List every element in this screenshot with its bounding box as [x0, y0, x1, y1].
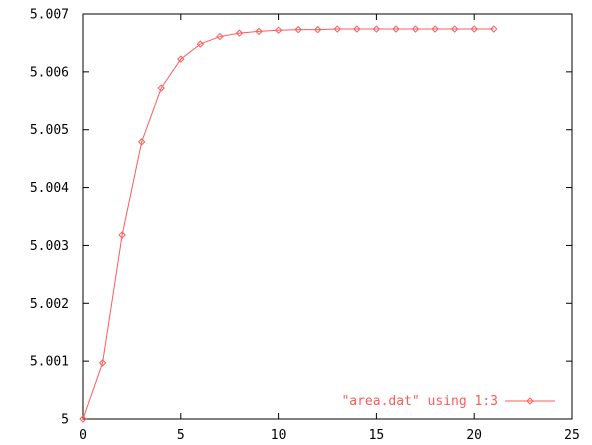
y-tick-label: 5.007 — [30, 8, 69, 23]
x-tick-label: 25 — [564, 428, 580, 443]
data-point — [353, 25, 361, 33]
legend-swatch-marker — [526, 397, 534, 405]
data-point — [177, 55, 185, 63]
data-point — [137, 138, 146, 146]
data-point — [196, 40, 205, 48]
x-axis-ticks: 0 5 10 15 20 25 — [79, 14, 580, 443]
data-point — [79, 415, 87, 423]
x-tick-label: 0 — [79, 428, 87, 443]
data-point — [98, 359, 107, 367]
y-tick-label: 5.004 — [30, 181, 69, 196]
data-point — [450, 25, 459, 33]
series-line — [82, 28, 494, 420]
y-tick-label: 5.005 — [30, 123, 69, 138]
series-layer — [79, 25, 498, 423]
x-tick-label: 20 — [466, 428, 482, 443]
data-point — [490, 25, 498, 33]
data-point — [333, 25, 341, 33]
data-point — [431, 25, 439, 33]
data-point — [157, 84, 165, 92]
y-axis-ticks: 5 5.001 5.002 5.003 5.004 5.005 5.006 5.007 — [30, 8, 572, 428]
data-point — [294, 25, 302, 34]
data-point — [470, 25, 478, 33]
x-tick-label: 15 — [369, 428, 385, 443]
data-point — [235, 29, 244, 37]
legend-label: "area.dat" using 1:3 — [341, 394, 498, 409]
data-point — [118, 231, 126, 239]
y-tick-label: 5 — [61, 413, 69, 428]
data-point — [314, 25, 322, 34]
y-tick-label: 5.002 — [30, 297, 69, 312]
data-point — [411, 25, 420, 33]
data-point — [274, 26, 283, 34]
data-point — [372, 25, 381, 33]
x-tick-label: 5 — [177, 428, 185, 443]
data-point — [216, 32, 224, 41]
plot-frame — [82, 13, 573, 420]
data-point — [255, 27, 263, 36]
data-point — [392, 25, 400, 33]
y-tick-label: 5.001 — [30, 355, 69, 370]
y-tick-label: 5.006 — [30, 65, 69, 80]
x-tick-label: 10 — [271, 428, 287, 443]
legend: "area.dat" using 1:3 — [341, 394, 555, 409]
y-tick-label: 5.003 — [30, 239, 69, 254]
